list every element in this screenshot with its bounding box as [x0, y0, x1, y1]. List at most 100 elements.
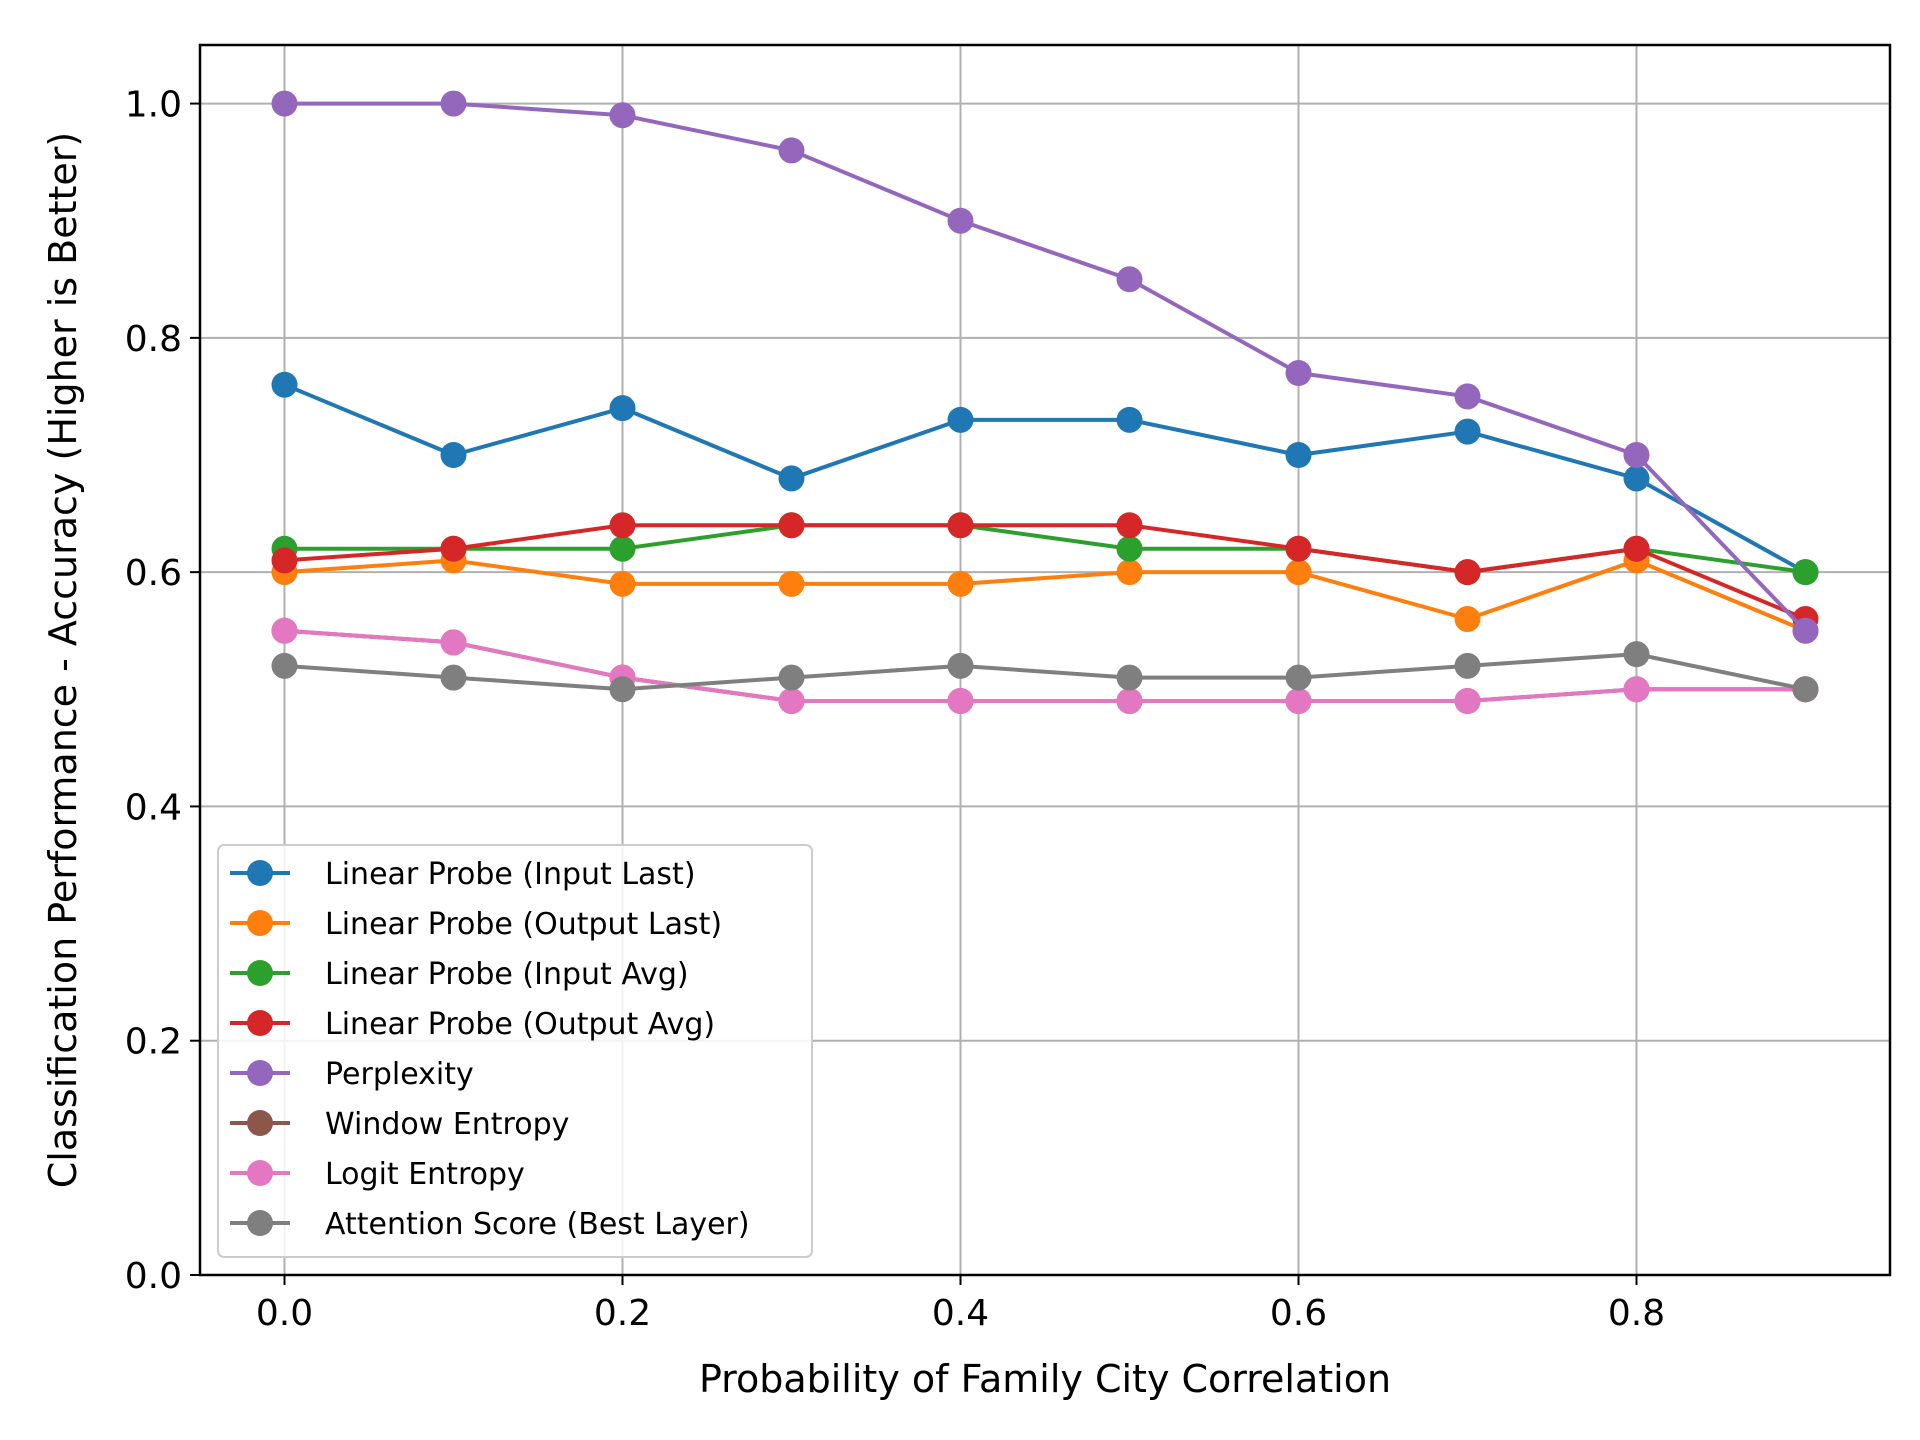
axis-ticks: 0.0 0.2 0.4 0.6 0.8 0.0 0.2 0.4 0.6 0.8 1.0	[125, 85, 1665, 1334]
data-point-linear-probe-output-last	[778, 570, 805, 597]
data-point-logit-entropy	[947, 688, 974, 714]
x-tick-label: 0.6	[1270, 1293, 1327, 1334]
data-point-linear-probe-output-last	[947, 570, 974, 597]
data-point-perplexity	[1116, 266, 1143, 293]
data-point-linear-probe-input-last	[609, 395, 636, 422]
series-linear-probe-output-last	[271, 547, 1819, 644]
y-tick-label: 0.6	[125, 553, 182, 594]
legend-marker	[247, 910, 273, 936]
y-tick-label: 0.4	[125, 787, 182, 828]
data-point-linear-probe-input-last	[1623, 465, 1650, 492]
data-point-linear-probe-input-last	[778, 465, 805, 492]
x-axis-title: Probability of Family City Correlation	[699, 1357, 1391, 1401]
legend-marker	[247, 1110, 273, 1136]
data-point-linear-probe-output-avg	[1623, 535, 1650, 562]
y-tick-label: 0.2	[125, 1022, 182, 1063]
legend-entry: Linear Probe (Output Last)	[230, 907, 722, 942]
legend-entry: Logit Entropy	[230, 1157, 525, 1192]
legend-label: Logit Entropy	[325, 1157, 525, 1192]
data-point-attention-score-best-layer	[1792, 676, 1819, 703]
data-point-attention-score-best-layer	[1285, 664, 1312, 691]
legend-entry: Linear Probe (Output Avg)	[230, 1007, 715, 1042]
data-point-attention-score-best-layer	[1623, 641, 1650, 668]
data-point-linear-probe-output-last	[609, 570, 636, 597]
legend-label: Linear Probe (Input Avg)	[325, 957, 689, 992]
data-point-linear-probe-input-last	[1285, 442, 1312, 468]
x-tick-label: 0.2	[594, 1293, 651, 1334]
series-logit-entropy	[271, 617, 1819, 714]
data-point-linear-probe-input-last	[271, 371, 298, 398]
data-point-linear-probe-output-avg	[1116, 512, 1143, 539]
data-point-attention-score-best-layer	[778, 664, 805, 691]
series-line-linear-probe-input-avg	[284, 523, 1806, 575]
legend-entry: Attention Score (Best Layer)	[230, 1207, 750, 1242]
series-lines	[271, 90, 1819, 714]
data-point-linear-probe-input-avg	[1792, 559, 1819, 586]
legend-box	[217, 844, 813, 1258]
x-tick-label: 0.0	[256, 1293, 313, 1334]
legend-marker	[247, 1010, 273, 1036]
series-attention-score-best-layer	[271, 641, 1819, 703]
data-point-linear-probe-input-last	[947, 406, 974, 433]
data-point-perplexity	[1285, 360, 1312, 386]
data-point-linear-probe-output-avg	[440, 535, 467, 562]
data-point-attention-score-best-layer	[947, 652, 974, 679]
legend: Linear Probe (Input Last) Linear Probe (O…	[217, 844, 813, 1258]
legend-label: Perplexity	[325, 1057, 474, 1092]
legend-entry: Linear Probe (Input Avg)	[230, 957, 689, 992]
data-point-perplexity	[947, 207, 974, 234]
data-point-attention-score-best-layer	[1116, 664, 1143, 691]
data-point-linear-probe-input-last	[1454, 418, 1481, 445]
plot-frame	[198, 43, 1892, 1277]
data-point-attention-score-best-layer	[271, 652, 298, 679]
data-point-logit-entropy	[1454, 688, 1481, 714]
data-point-linear-probe-output-avg	[1285, 535, 1312, 562]
legend-entry: Linear Probe (Input Last)	[230, 857, 696, 892]
legend-marker	[247, 860, 273, 886]
data-point-perplexity	[1792, 617, 1819, 644]
data-point-logit-entropy	[1285, 688, 1312, 714]
series-line-perplexity	[284, 101, 1807, 633]
series-line-linear-probe-output-last	[284, 558, 1807, 633]
data-point-logit-entropy	[778, 688, 805, 714]
series-linear-probe-input-last	[271, 371, 1819, 586]
data-point-linear-probe-output-last	[1285, 559, 1312, 586]
data-point-linear-probe-input-last	[440, 442, 467, 468]
data-point-perplexity	[1623, 442, 1650, 468]
x-tick-label: 0.4	[932, 1293, 989, 1334]
legend-marker	[247, 1210, 273, 1236]
legend-label: Linear Probe (Input Last)	[325, 857, 696, 892]
data-point-perplexity	[440, 90, 467, 117]
y-axis-title: Classification Performance - Accuracy (H…	[41, 132, 85, 1189]
series-line-linear-probe-input-last	[283, 382, 1807, 574]
data-point-perplexity	[609, 102, 636, 129]
y-tick-label: 0.0	[125, 1256, 182, 1297]
series-linear-probe-input-avg	[271, 512, 1819, 586]
data-point-perplexity	[778, 137, 805, 164]
data-point-linear-probe-input-last	[1116, 406, 1143, 433]
series-perplexity	[271, 90, 1819, 644]
legend-label: Linear Probe (Output Last)	[325, 907, 722, 942]
data-point-linear-probe-output-avg	[609, 512, 636, 539]
series-line-logit-entropy	[284, 628, 1806, 703]
data-point-logit-entropy	[1116, 688, 1143, 714]
series-linear-probe-output-avg	[271, 512, 1819, 632]
data-point-perplexity	[1454, 383, 1481, 410]
data-point-linear-probe-output-last	[1116, 559, 1143, 586]
legend-label: Window Entropy	[325, 1107, 569, 1142]
legend-label: Attention Score (Best Layer)	[325, 1207, 750, 1242]
legend-marker	[247, 1160, 273, 1186]
data-point-logit-entropy	[1623, 676, 1650, 703]
data-point-linear-probe-output-avg	[1454, 559, 1481, 586]
y-tick-label: 0.8	[125, 319, 182, 360]
series-line-attention-score-best-layer	[284, 652, 1806, 692]
data-point-attention-score-best-layer	[609, 676, 636, 703]
data-point-attention-score-best-layer	[440, 664, 467, 691]
data-point-linear-probe-output-avg	[271, 547, 298, 574]
series-line-linear-probe-output-avg	[284, 523, 1807, 621]
data-point-perplexity	[271, 90, 298, 117]
data-point-logit-entropy	[271, 617, 298, 644]
legend-marker	[247, 1060, 273, 1086]
y-tick-label: 1.0	[125, 85, 182, 126]
